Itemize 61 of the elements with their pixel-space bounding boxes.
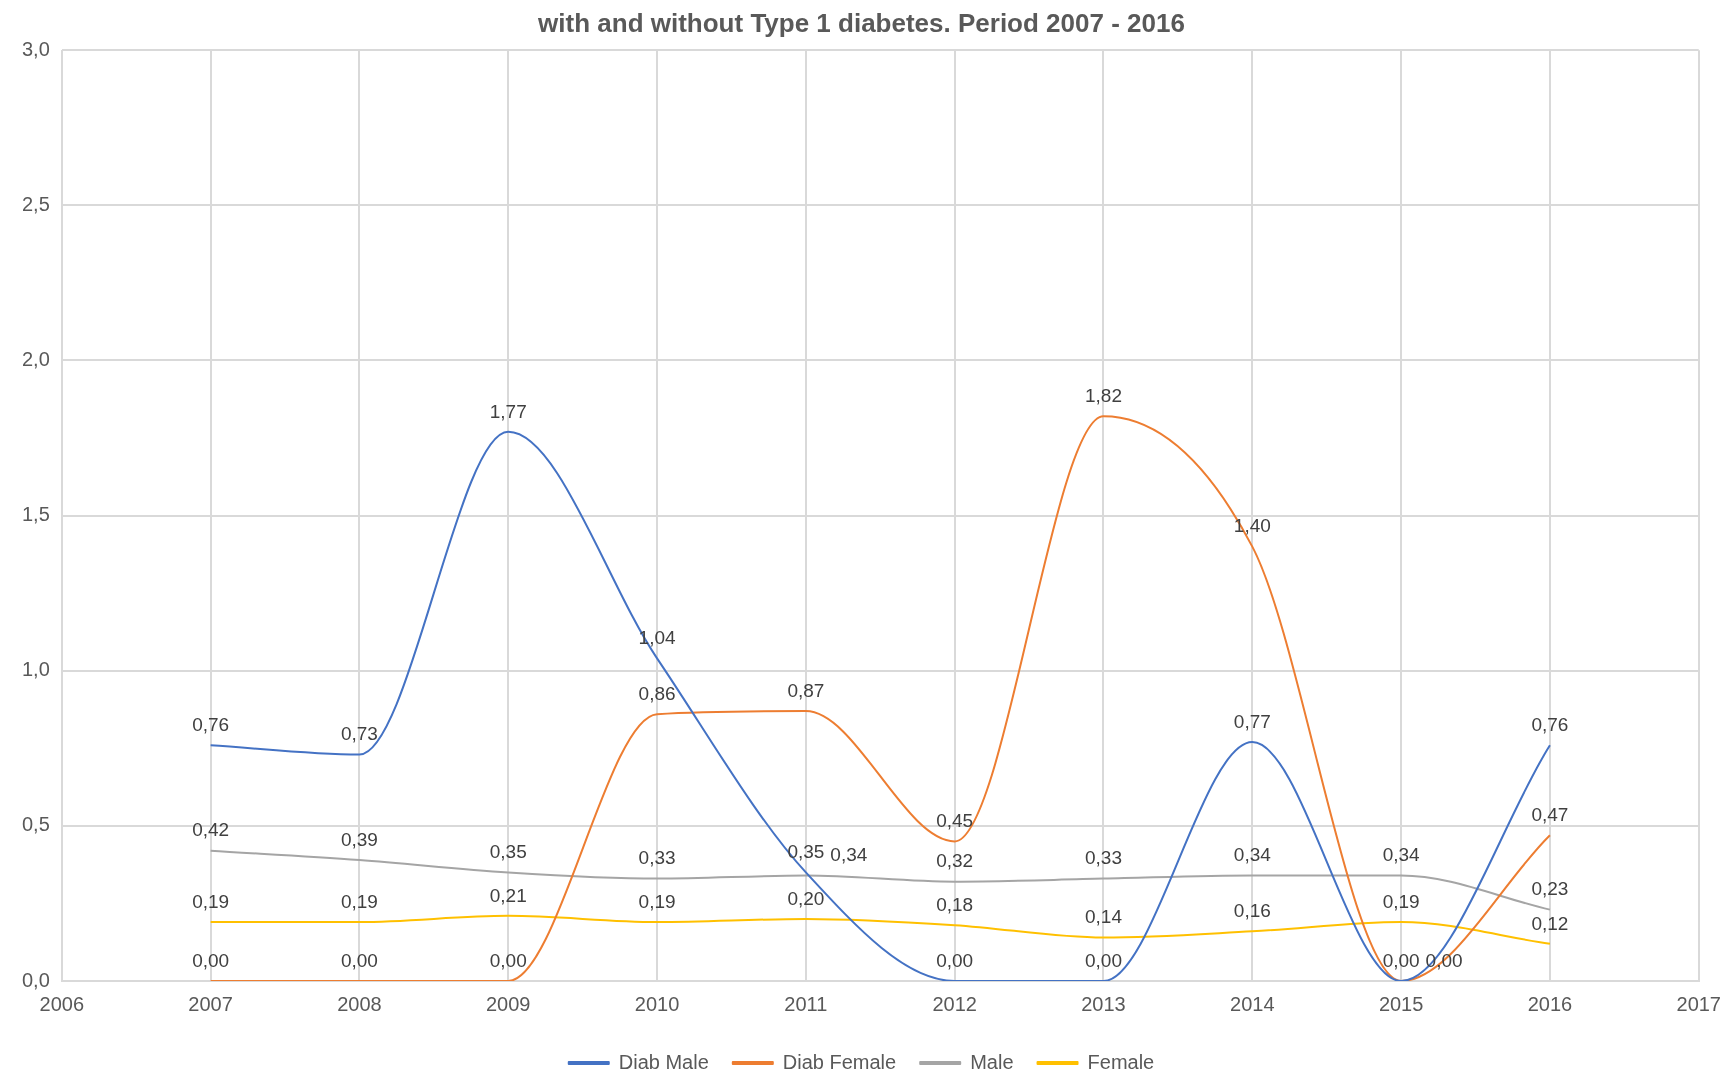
data-label: 0,14 — [1085, 906, 1123, 928]
x-tick-label: 2015 — [1378, 992, 1424, 1015]
data-label: 0,00 — [192, 949, 230, 971]
data-label: 0,77 — [1233, 710, 1271, 732]
data-label: 0,39 — [340, 828, 378, 850]
data-label: 0,21 — [489, 884, 527, 906]
data-label: 0,86 — [638, 682, 676, 704]
data-label: 0,20 — [787, 887, 825, 909]
y-tick-label: 2,5 — [21, 192, 50, 215]
data-label: 0,35 — [787, 841, 825, 863]
x-tick-label: 2014 — [1230, 992, 1275, 1015]
data-label: 0,18 — [936, 893, 974, 915]
data-label: 0,33 — [1085, 847, 1122, 869]
data-label: 0,12 — [1531, 912, 1569, 934]
y-tick-label: 0,0 — [21, 968, 50, 991]
x-tick-label: 2012 — [932, 992, 977, 1015]
x-tick-label: 2017 — [1676, 992, 1721, 1015]
x-tick-label: 2011 — [784, 992, 828, 1015]
data-label: 0,00 — [1085, 949, 1122, 971]
x-tick-label: 2006 — [39, 992, 85, 1015]
data-label: 0,76 — [1531, 713, 1569, 735]
data-label: 0,00 — [340, 949, 378, 971]
x-tick-label: 2008 — [337, 992, 382, 1015]
chart-title: with and without Type 1 diabetes. Period 2007 - 2016 — [537, 7, 1185, 38]
data-label: 0,32 — [936, 850, 974, 872]
data-label: 0,33 — [638, 847, 676, 869]
y-tick-label: 1,0 — [21, 658, 50, 681]
data-label: 0,73 — [340, 723, 378, 745]
data-label: 0,87 — [787, 679, 825, 701]
data-label: 1,77 — [489, 400, 527, 422]
data-label: 0,00 — [936, 949, 974, 971]
data-label: 0,19 — [638, 890, 676, 912]
x-tick-label: 2009 — [485, 992, 531, 1015]
data-label: 0,34 — [1233, 844, 1272, 866]
x-tick-label: 2010 — [634, 992, 680, 1015]
data-label: 0,00 — [1382, 949, 1420, 971]
data-label: 0,76 — [192, 713, 230, 735]
legend-label: Male — [970, 1050, 1014, 1073]
legend-label: Diab Male — [618, 1050, 709, 1073]
data-label: 0,47 — [1531, 803, 1569, 825]
data-label: 0,34 — [830, 844, 868, 866]
x-tick-label: 2016 — [1527, 992, 1573, 1015]
y-tick-label: 1,5 — [21, 503, 50, 526]
y-tick-label: 2,0 — [21, 347, 50, 370]
y-tick-label: 3,0 — [21, 37, 50, 60]
legend-label: Female — [1087, 1050, 1155, 1073]
data-label: 0,16 — [1233, 900, 1271, 922]
data-label: 0,19 — [1382, 890, 1420, 912]
data-label: 0,42 — [192, 819, 230, 841]
x-tick-label: 2013 — [1081, 992, 1126, 1015]
data-label: 0,19 — [192, 890, 230, 912]
data-label: 0,34 — [1382, 844, 1421, 866]
data-label: 0,45 — [936, 810, 974, 832]
data-label: 0,19 — [340, 890, 378, 912]
data-label: 0,23 — [1531, 878, 1569, 900]
x-tick-label: 2007 — [188, 992, 233, 1015]
legend-label: Diab Female — [782, 1050, 897, 1073]
data-label: 0,00 — [489, 949, 527, 971]
data-label: 0,35 — [489, 841, 527, 863]
y-tick-label: 0,5 — [21, 813, 50, 836]
data-label: 1,82 — [1085, 385, 1122, 407]
